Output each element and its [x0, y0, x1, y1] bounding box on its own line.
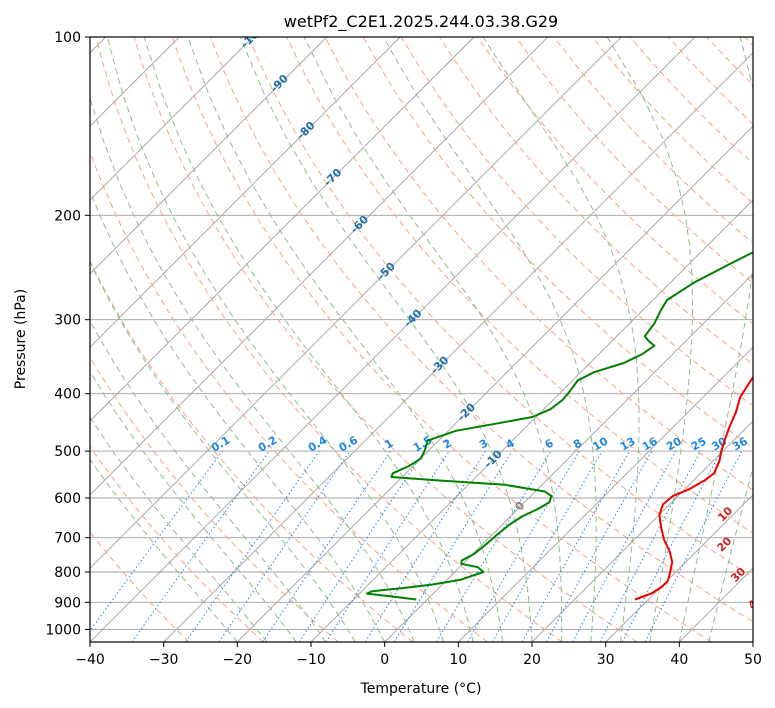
mixing-ratio-line — [262, 450, 392, 642]
dry-adiabat — [90, 445, 264, 642]
moist-adiabat — [239, 37, 533, 642]
isotherm-line — [236, 125, 753, 642]
x-axis-label: Temperature (°C) — [360, 681, 482, 697]
x-tick-label: 30 — [597, 652, 615, 668]
isotherm-line — [605, 494, 753, 642]
moist-adiabat — [90, 319, 327, 642]
dry-adiabat-label: 40 — [745, 592, 765, 612]
moist-adiabat — [143, 37, 474, 642]
moist-adiabat — [90, 458, 238, 642]
mixing-ratio-line — [644, 450, 743, 642]
plot-area: 0.10.20.40.611.52346810131620253036-100-… — [90, 37, 765, 642]
isotherm-line — [90, 37, 475, 422]
moist-adiabat — [90, 189, 386, 642]
y-tick-label: 100 — [54, 30, 81, 46]
moist-adiabat — [187, 37, 503, 642]
isotherm-line — [90, 37, 254, 201]
moist-adiabat — [303, 37, 563, 642]
dry-adiabat — [90, 356, 339, 642]
moist-adiabat — [90, 260, 356, 642]
moist-adiabat — [606, 37, 694, 642]
y-tick-label: 900 — [54, 595, 81, 611]
mixing-ratio-lines — [90, 450, 743, 642]
mixing-ratio-line — [131, 450, 270, 642]
dry-adiabat — [133, 37, 638, 642]
moist-adiabat — [106, 37, 445, 642]
mixing-ratio-line — [572, 450, 677, 642]
isotherm-line — [384, 273, 753, 642]
moist-adiabat — [90, 416, 268, 642]
mixing-ratio-line — [545, 450, 653, 642]
dry-adiabat — [248, 37, 753, 578]
isotherms — [90, 37, 753, 642]
isotherm-line — [90, 37, 401, 348]
mixing-ratio-line — [298, 450, 425, 642]
dewpoint-profile — [365, 251, 753, 601]
y-tick-label: 400 — [54, 387, 81, 403]
pressure-gridlines — [90, 37, 753, 630]
dry-adiabats — [90, 37, 753, 642]
mixing-ratio-line — [325, 450, 450, 642]
moist-adiabats — [90, 37, 753, 642]
y-tick-label: 600 — [54, 491, 81, 507]
x-tick-label: 0 — [380, 652, 389, 668]
isotherm-line — [163, 52, 753, 642]
mixing-ratio-line — [521, 450, 630, 642]
y-tick-label: 200 — [54, 208, 81, 224]
isotherm-line — [90, 37, 549, 496]
x-axis-ticks: −40 −30 −20 −10 0 10 20 30 40 50 — [75, 642, 762, 668]
mixing-ratio-line — [393, 450, 513, 642]
y-tick-label: 700 — [54, 531, 81, 547]
mixing-ratio-line — [218, 450, 351, 642]
y-axis-label: Pressure (hPa) — [13, 289, 29, 389]
y-tick-label: 800 — [54, 565, 81, 581]
x-tick-label: −30 — [149, 652, 179, 668]
moist-adiabat — [382, 37, 597, 642]
temperature-profile — [634, 375, 753, 601]
dry-adiabat — [210, 37, 753, 623]
plot-frame — [89, 36, 754, 643]
x-tick-label: −20 — [223, 652, 253, 668]
isotherm-line — [90, 37, 328, 275]
x-tick-label: −10 — [296, 652, 326, 668]
chart-title: wetPf2_C2E1.2025.244.03.38.G29 — [284, 12, 558, 32]
y-tick-label: 1000 — [45, 622, 81, 638]
dry-adiabat — [95, 37, 563, 642]
mixing-ratio-line — [185, 450, 320, 642]
y-tick-label: 500 — [54, 444, 81, 460]
profile-series — [365, 251, 753, 601]
x-tick-label: 20 — [523, 652, 541, 668]
dry-adiabat — [515, 37, 753, 284]
isotherm-line — [90, 37, 622, 569]
dry-adiabat — [286, 37, 753, 534]
dry-adiabat — [324, 37, 753, 491]
dry-adiabat — [171, 37, 712, 642]
moist-adiabat — [90, 96, 415, 642]
dry-adiabat — [90, 259, 414, 642]
x-tick-label: −40 — [75, 652, 105, 668]
y-tick-label: 300 — [54, 313, 81, 329]
moist-adiabat — [482, 37, 640, 642]
isotherm-line — [531, 420, 753, 642]
x-tick-label: 10 — [449, 652, 467, 668]
y-axis-ticks: 100 200 300 400 500 600 700 800 900 1000 — [45, 30, 90, 638]
isotherm-line — [457, 346, 753, 642]
isotherm-line — [90, 37, 696, 642]
x-tick-label: 50 — [744, 652, 762, 668]
moist-adiabat — [708, 465, 753, 642]
x-tick-label: 40 — [670, 652, 688, 668]
moist-adiabat — [90, 370, 297, 642]
mixing-ratio-line — [90, 450, 223, 632]
moist-adiabat — [678, 37, 753, 642]
